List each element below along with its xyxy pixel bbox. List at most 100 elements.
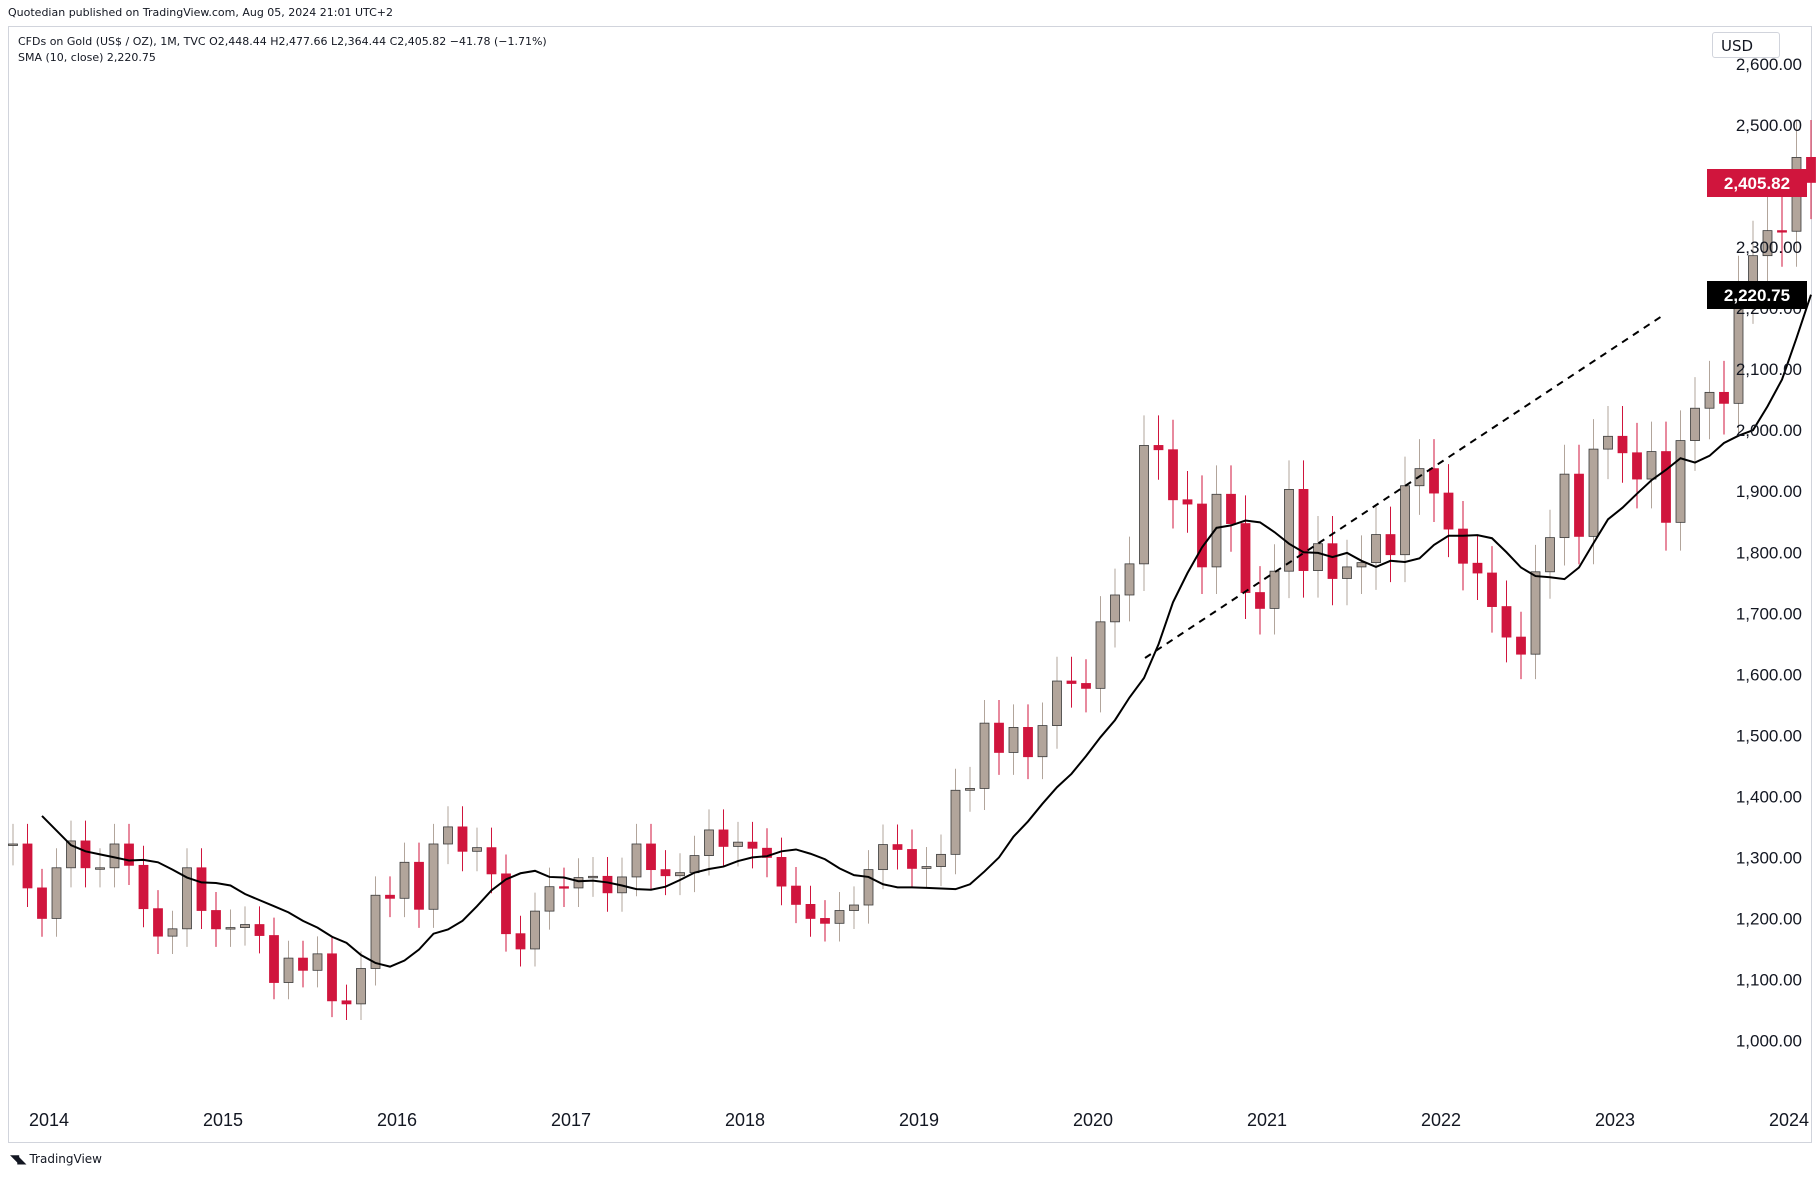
candle-body (1008, 727, 1019, 753)
candle-body (22, 843, 33, 889)
candle-body (1545, 537, 1555, 573)
candle (1429, 439, 1439, 523)
candle-body (631, 843, 642, 878)
candle-body (399, 861, 410, 899)
candle-body (443, 826, 453, 845)
x-tick-label: 2022 (1421, 1110, 1461, 1130)
candle-body (878, 844, 888, 871)
candle-body (834, 910, 845, 924)
y-tick-label: 1,100.00 (1736, 970, 1802, 989)
candle (225, 909, 236, 947)
candle (1588, 419, 1599, 565)
candle (196, 848, 207, 930)
candle (66, 820, 76, 888)
candle (1342, 539, 1352, 606)
candle-body (457, 826, 468, 852)
sma-price-text: 2,220.75 (1724, 286, 1790, 305)
candle-body (544, 886, 555, 912)
candle-body (718, 829, 729, 847)
candle (1182, 470, 1193, 533)
candle-body (1385, 534, 1396, 556)
y-tick-label: 1,200.00 (1736, 909, 1802, 928)
candle-body (1124, 563, 1135, 596)
candle (1298, 460, 1309, 598)
candle-body (1284, 488, 1294, 572)
candle-body (675, 872, 685, 877)
chart-frame[interactable] (8, 26, 1812, 1143)
candle (1545, 509, 1555, 599)
candle-body (762, 847, 772, 858)
candle (327, 936, 337, 1018)
candle-body (704, 829, 714, 856)
candle (138, 845, 149, 928)
candle-body (8, 843, 18, 846)
publisher-caption: Quotedian published on TradingView.com, … (8, 6, 393, 19)
candle (1327, 516, 1338, 606)
candle-body (370, 894, 381, 969)
candle-body (1211, 493, 1222, 568)
candle (892, 824, 903, 870)
candle-body (863, 869, 874, 906)
candle-body (1139, 445, 1149, 565)
candle (762, 828, 772, 878)
candle-body (979, 722, 990, 789)
candle (1110, 568, 1120, 648)
candle (1530, 544, 1541, 680)
candle-body (1574, 473, 1584, 537)
candle-body (341, 1000, 352, 1005)
last-price-badge (1707, 169, 1807, 197)
candle-body (1487, 572, 1497, 607)
candle (269, 917, 279, 1000)
candle-body (573, 877, 584, 889)
candle (704, 809, 714, 876)
candle (1501, 580, 1512, 663)
candle (1168, 419, 1178, 529)
candle (1371, 506, 1381, 590)
candle (1052, 656, 1062, 749)
candle-body (225, 927, 236, 930)
candle-body (1371, 534, 1381, 564)
candle (1675, 410, 1686, 551)
candle (1690, 377, 1700, 471)
candle-body (1516, 636, 1526, 655)
candle-body (1429, 468, 1439, 494)
candle-body (646, 843, 656, 871)
candle (1139, 415, 1149, 592)
candle-body (1472, 562, 1483, 574)
candle-body (602, 875, 613, 894)
candle-body (1559, 473, 1570, 539)
y-tick-label: 2,100.00 (1736, 360, 1802, 379)
candle (602, 856, 613, 912)
candle-body (1501, 606, 1512, 638)
candle (457, 806, 468, 872)
candle (1066, 656, 1077, 708)
candle-body (167, 928, 178, 937)
x-tick-label: 2020 (1073, 1110, 1113, 1130)
candle (414, 842, 424, 928)
candle-body (1603, 435, 1613, 450)
candle (472, 827, 482, 872)
currency-selector[interactable]: USD (1712, 32, 1780, 58)
candle (994, 699, 1004, 775)
candle (805, 885, 816, 937)
candle (646, 823, 656, 890)
candle (1197, 475, 1207, 595)
y-tick-label: 2,600.00 (1736, 55, 1802, 74)
candle-body (1240, 523, 1251, 593)
x-tick-label: 2021 (1247, 1110, 1287, 1130)
legend-symbol-line: CFDs on Gold (US$ / OZ), 1M, TVC O2,448.… (18, 35, 547, 48)
candle (863, 850, 874, 924)
candle (1472, 536, 1483, 600)
candle-body (1443, 492, 1454, 530)
x-axis: 2014 2015 2016 2017 2018 2019 2020 2021 2022 2023… (29, 1110, 1809, 1130)
candle (1704, 360, 1715, 440)
candle (1037, 702, 1048, 780)
candle (1719, 360, 1729, 435)
x-tick-label: 2023 (1595, 1110, 1635, 1130)
candle-body (1066, 680, 1077, 684)
legend-sma-line: SMA (10, close) 2,220.75 (18, 51, 156, 64)
candle (428, 823, 439, 928)
candle-body (950, 789, 961, 855)
candle (530, 892, 540, 967)
